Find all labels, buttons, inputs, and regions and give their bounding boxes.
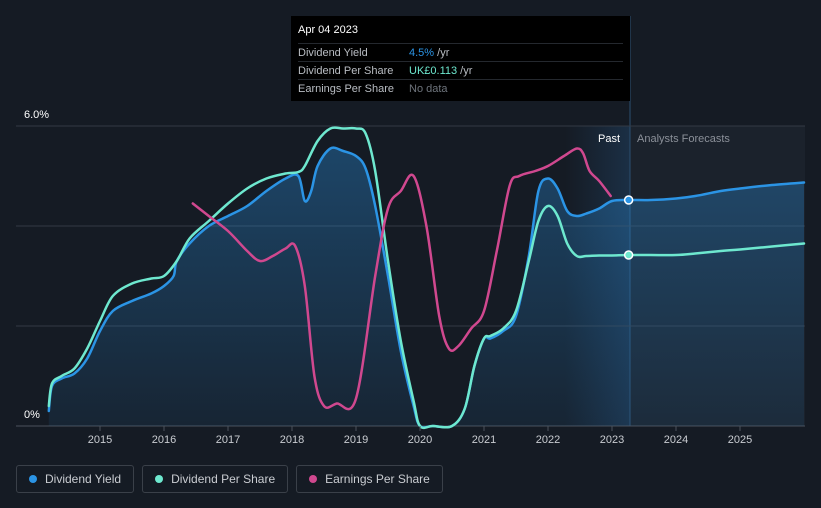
x-tick-label: 2016 [152,434,176,446]
earnings-per-share-line [191,147,612,411]
tooltip-date: Apr 04 2023 [298,24,358,36]
legend-item-earnings-per-share[interactable]: Earnings Per Share [296,465,443,493]
dividend-yield-dot-icon [29,475,37,483]
tooltip-unit: /yr [457,64,473,77]
legend: Dividend Yield Dividend Per Share Earnin… [16,465,443,493]
series-lines [47,126,806,430]
earnings-per-share-dot-icon [309,475,318,483]
x-tick-label: 2024 [664,434,688,446]
legend-label: Earnings Per Share [325,472,430,486]
x-tick-label: 2025 [728,434,752,446]
dividend-yield-marker [623,195,634,205]
x-tick-label: 2021 [472,434,496,446]
x-tick-label: 2019 [344,434,368,446]
tooltip-value: UK£0.113 [409,64,458,77]
tooltip-label: Earnings Per Share [298,82,394,95]
y-bottom-label: 0% [24,409,40,421]
forecast-label: Analysts Forecasts [637,133,730,145]
tooltip-label: Dividend Per Share [298,64,394,77]
legend-item-dividend-per-share[interactable]: Dividend Per Share [142,465,289,493]
legend-label: Dividend Per Share [171,472,276,486]
y-top-label: 6.0% [24,109,49,121]
tooltip-value: No data [409,82,448,95]
legend-item-dividend-yield[interactable]: Dividend Yield [16,465,135,493]
tooltip-row-dividend-per-share: Dividend Per Share UK£0.113 /yr [298,61,623,79]
area-fills [48,147,805,428]
tooltip-row-earnings-per-share: Earnings Per Share No data [298,79,623,97]
x-tick-label: 2020 [408,434,432,446]
tooltip-row-dividend-yield: Dividend Yield 4.5% /yr [298,43,623,61]
x-tick-label: 2017 [216,434,240,446]
x-tick-label: 2022 [536,434,560,446]
past-label: Past [598,133,620,145]
dividend-per-share-dot-icon [155,475,164,483]
dividend-yield-line [47,146,806,429]
x-tick-label: 2018 [280,434,304,446]
dividend-per-share-line [47,126,806,430]
series-markers [623,195,634,260]
tooltip-value: 4.5% [409,46,435,59]
x-tick-label: 2015 [88,434,112,446]
tooltip: Apr 04 2023 Dividend Yield 4.5% /yr Divi… [291,16,630,101]
tooltip-unit: /yr [434,46,450,59]
x-axis-ticks: 2015 2016 2017 2018 2019 2020 2021 2022 2023 2024… [88,426,752,446]
x-tick-label: 2023 [600,434,624,446]
tooltip-label: Dividend Yield [298,46,368,59]
dividend-per-share-marker [623,250,634,260]
dividend-yield-area [48,147,805,428]
legend-label: Dividend Yield [45,472,122,486]
